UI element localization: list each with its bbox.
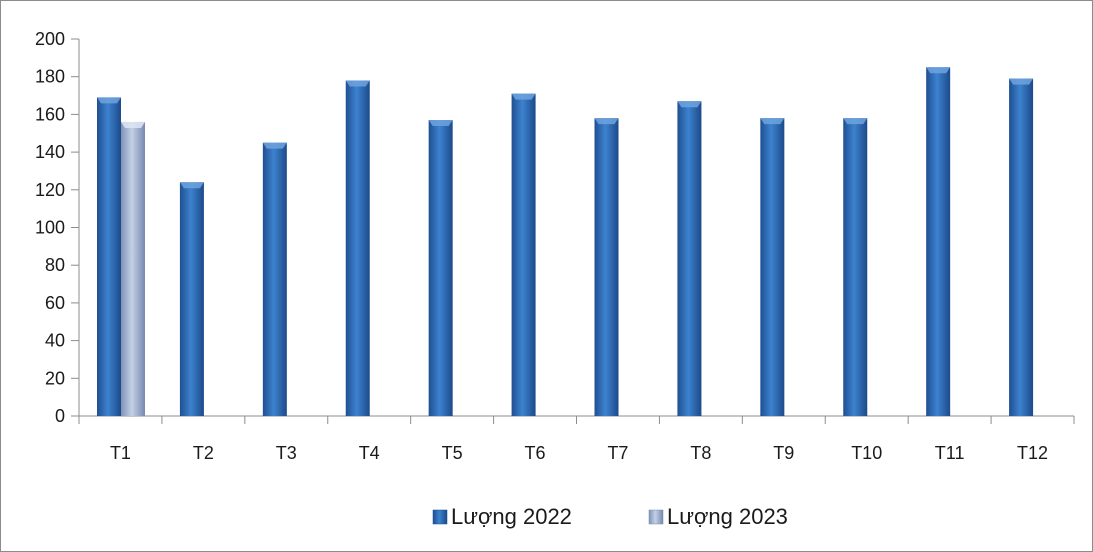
axes-layer — [71, 38, 1075, 424]
x-tick-label: T12 — [1017, 443, 1048, 463]
bar-body — [594, 118, 619, 417]
x-tick-label: T1 — [110, 443, 131, 463]
y-tick-label: 60 — [45, 293, 65, 313]
bar-bevel — [760, 118, 785, 125]
x-tick-label: T3 — [276, 443, 297, 463]
bar — [1009, 78, 1034, 417]
y-tick-label: 80 — [45, 255, 65, 275]
bar-bevel — [121, 121, 145, 128]
x-tick-label: T5 — [442, 443, 463, 463]
y-tick-label: 140 — [35, 142, 65, 162]
legend: Lượng 2022 Lượng 2023 — [432, 504, 788, 529]
x-tick-label: T10 — [851, 443, 882, 463]
legend-swatch — [648, 509, 664, 525]
bar-body — [262, 142, 287, 417]
y-tick-label: 100 — [35, 218, 65, 238]
bar — [428, 120, 453, 417]
bar — [262, 142, 287, 417]
bar-body — [843, 118, 868, 417]
bar-bevel — [179, 182, 204, 189]
legend-swatch — [432, 509, 448, 525]
x-tick-label: T11 — [935, 443, 965, 463]
bar-body — [345, 80, 370, 416]
legend-label: Lượng 2022 — [451, 504, 572, 529]
bar — [594, 118, 619, 417]
y-tick-label: 20 — [45, 368, 65, 388]
x-tick-label: T8 — [690, 443, 711, 463]
bar-body — [179, 182, 204, 416]
bar — [760, 118, 785, 417]
bar-body — [1009, 78, 1034, 417]
bar-body — [121, 121, 145, 416]
x-tick-label: T7 — [607, 443, 628, 463]
bar-bevel — [345, 80, 370, 87]
bars-layer — [97, 67, 1034, 417]
bar-bevel — [843, 118, 868, 125]
bar-body — [926, 67, 951, 417]
bar-bevel — [262, 142, 287, 149]
bar — [677, 101, 702, 416]
bar — [345, 80, 370, 416]
x-tick-label: T6 — [525, 443, 546, 463]
bar-body — [511, 93, 536, 416]
bar-bevel — [428, 120, 453, 127]
x-tick-label: T2 — [193, 443, 214, 463]
y-tick-label: 0 — [55, 406, 65, 426]
y-tick-label: 40 — [45, 331, 65, 351]
bar-body — [677, 101, 702, 416]
y-tick-label: 160 — [35, 104, 65, 124]
y-tick-label: 180 — [35, 67, 65, 87]
legend-label: Lượng 2023 — [667, 504, 788, 529]
x-tick-label: T9 — [773, 443, 794, 463]
bar-bevel — [594, 118, 619, 125]
bar-body — [428, 120, 453, 417]
bar-body — [760, 118, 785, 417]
bar-bevel — [511, 93, 536, 100]
bar-bevel — [677, 101, 702, 108]
y-tick-label: 120 — [35, 180, 65, 200]
bar — [97, 97, 121, 416]
bar — [926, 67, 951, 417]
bar — [121, 121, 145, 416]
bar-body — [97, 97, 121, 416]
y-tick-label: 200 — [35, 29, 65, 49]
x-tick-label: T4 — [359, 443, 380, 463]
bar — [843, 118, 868, 417]
labels-layer: 0 20 40 60 80 100 120 140 160 180 200 T1 T2 T3 T4 T5 T6 T… — [35, 29, 1048, 463]
bar-bevel — [926, 67, 951, 74]
bar — [179, 182, 204, 416]
bar-bevel — [97, 97, 121, 104]
bar — [511, 93, 536, 416]
bar-bevel — [1009, 78, 1034, 85]
